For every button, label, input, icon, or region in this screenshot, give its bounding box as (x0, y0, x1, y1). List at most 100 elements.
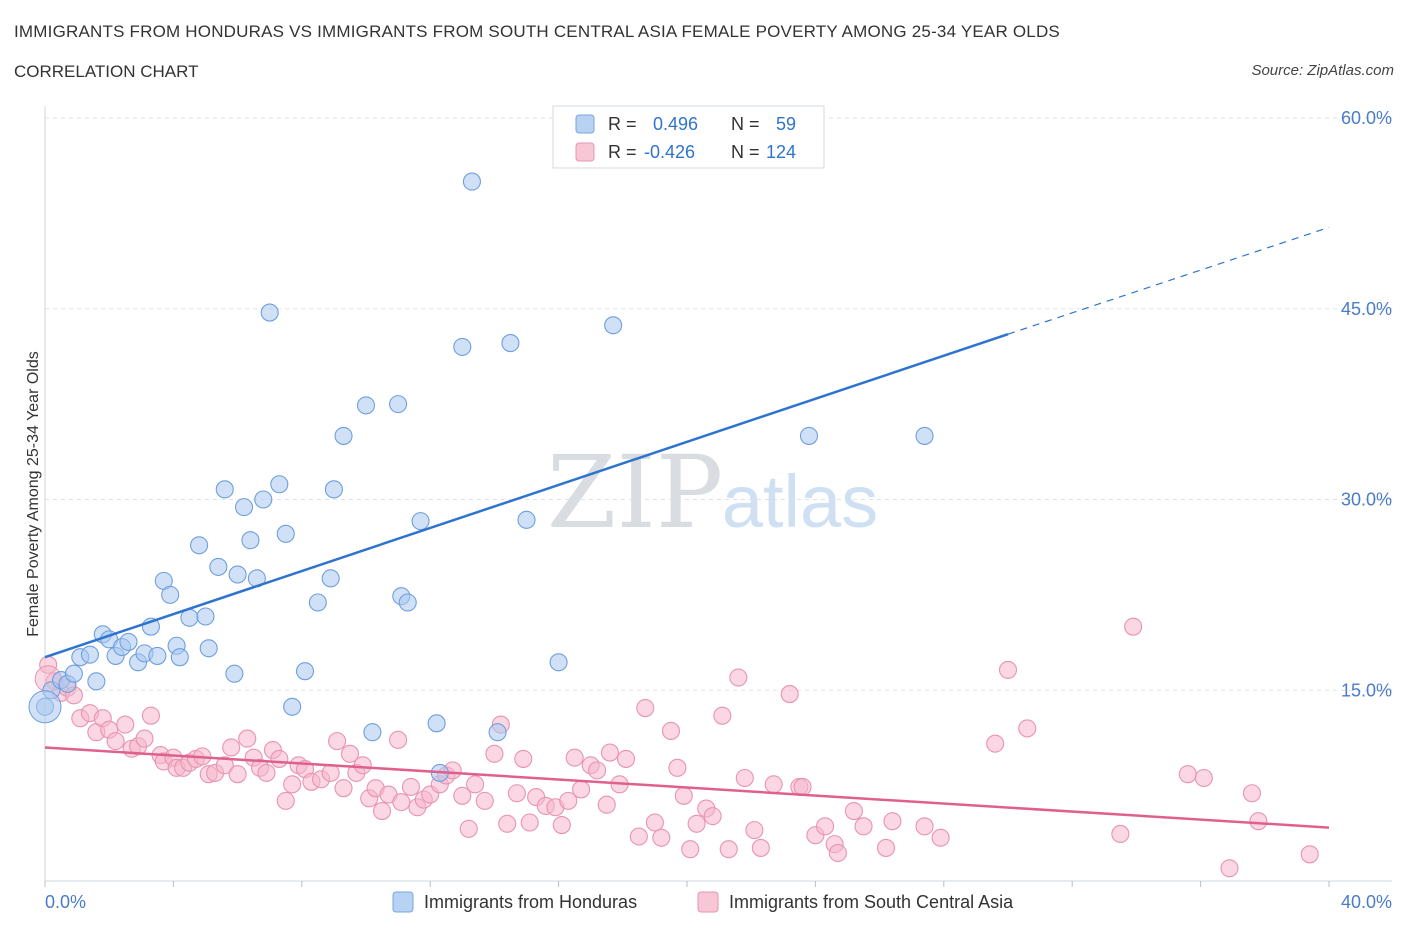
honduras-point (196, 607, 215, 626)
south-central-asia-point (854, 817, 873, 836)
south-central-asia-point (713, 706, 732, 725)
honduras-point (276, 524, 295, 543)
honduras-point (799, 426, 819, 445)
south-central-asia-point (674, 786, 693, 805)
gridlines (45, 117, 1392, 691)
south-central-asia-point (681, 840, 700, 859)
south-central-asia-point (514, 749, 533, 768)
axes (44, 106, 1392, 887)
south-central-asia-point (340, 744, 360, 763)
south-central-asia-point (600, 743, 620, 762)
south-central-asia-point (116, 715, 135, 734)
honduras-point-cluster (28, 690, 62, 724)
watermark-zip: ZIP (547, 434, 723, 551)
honduras-point (427, 714, 446, 733)
south-central-asia-point (453, 786, 472, 805)
y-tick-label: 15.0% (1341, 680, 1392, 700)
south-central-asia-point (1300, 845, 1319, 864)
south-central-asia-point (597, 795, 616, 814)
y-tick-label: 60.0% (1341, 108, 1392, 128)
south-central-asia-point (780, 685, 799, 704)
south-central-asia-point (687, 814, 706, 833)
honduras-point (295, 662, 315, 681)
honduras-point (308, 593, 327, 612)
y-tick-label: 30.0% (1341, 490, 1392, 510)
south-central-asia-point (498, 814, 517, 833)
trend-lines (44, 226, 1330, 829)
honduras-point (254, 490, 273, 509)
legend-n-label-2: N = (731, 142, 760, 162)
honduras-trend-line (44, 332, 1009, 659)
honduras-trend-extension (1007, 226, 1330, 335)
honduras-point (549, 653, 568, 672)
honduras-point (915, 426, 934, 445)
honduras-point (228, 565, 247, 584)
south-central-asia-point (552, 815, 571, 835)
honduras-point (334, 426, 353, 445)
honduras-point (64, 664, 83, 683)
south-central-asia-point (215, 756, 234, 775)
south-central-asia-point (719, 840, 738, 859)
south-central-asia-point (1124, 617, 1143, 636)
legend-r-value-1: 0.496 (653, 114, 698, 134)
x-tick-label: 0.0% (45, 892, 86, 912)
south-central-asia-point (652, 828, 671, 847)
bottom-legend-swatch-honduras (392, 891, 414, 913)
south-central-asia-point (520, 813, 539, 832)
south-central-asia-point (328, 732, 347, 751)
honduras-point (488, 723, 507, 742)
south-central-asia-point (372, 802, 392, 821)
honduras-point (161, 585, 180, 604)
south-central-asia-point (392, 793, 411, 812)
south-central-asia-point (401, 777, 420, 796)
south-central-asia-point (828, 843, 847, 863)
honduras-point (462, 172, 481, 191)
honduras-point (148, 646, 167, 665)
honduras-point (170, 648, 189, 667)
honduras-point (321, 569, 340, 588)
south-central-asia-point (1194, 768, 1213, 788)
honduras-point (324, 480, 343, 499)
south-central-asia-point (986, 734, 1005, 753)
south-central-asia-point (270, 749, 289, 768)
south-central-asia-point (321, 763, 340, 782)
south-central-asia-point (1249, 812, 1268, 831)
south-central-asia-point (1178, 765, 1197, 784)
south-central-asia-point (793, 777, 812, 796)
south-central-asia-point (629, 827, 648, 846)
bottom-legend-label-south-central-asia: Immigrants from South Central Asia (729, 892, 1014, 912)
south-central-asia-points (34, 617, 1319, 878)
south-central-asia-point (135, 729, 154, 748)
south-central-asia-point (735, 768, 754, 788)
honduras-point (87, 672, 106, 691)
legend-swatch-south-central-asia (575, 142, 595, 162)
legend-r-label-1: R = (608, 114, 637, 134)
south-central-asia-point (931, 828, 950, 847)
honduras-point (363, 723, 382, 742)
honduras-point (501, 334, 520, 353)
y-tick-label: 45.0% (1341, 299, 1392, 319)
watermark: ZIP atlas (547, 434, 878, 551)
honduras-point (398, 593, 417, 612)
legend-r-label-2: R = (608, 142, 637, 162)
south-central-asia-point (588, 761, 607, 780)
bottom-legend: Immigrants from Honduras Immigrants from… (392, 891, 1014, 913)
legend-swatch-honduras (575, 114, 595, 134)
honduras-point (190, 536, 209, 555)
south-central-asia-point (565, 748, 584, 767)
honduras-points (28, 172, 934, 782)
honduras-point (517, 510, 536, 529)
legend-n-label-1: N = (731, 114, 760, 134)
south-central-asia-point (661, 721, 681, 740)
watermark-atlas: atlas (722, 460, 878, 543)
honduras-point (270, 475, 289, 494)
south-central-asia-point (572, 780, 591, 799)
bottom-legend-label-honduras: Immigrants from Honduras (424, 892, 637, 912)
south-central-asia-point (222, 738, 241, 757)
honduras-point (241, 531, 260, 550)
honduras-point (119, 632, 138, 651)
honduras-point (283, 697, 302, 716)
legend-box: R = 0.496 N = 59 R = -0.426 N = 124 (552, 105, 825, 169)
honduras-point (215, 480, 234, 499)
